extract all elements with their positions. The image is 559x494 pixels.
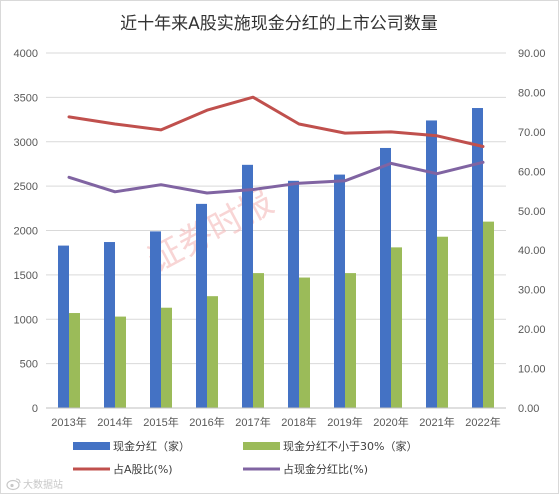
- y-right-tick-label: 40.00: [518, 245, 546, 257]
- y-right-tick-label: 0.00: [518, 403, 539, 415]
- x-tick-label: 2016年: [189, 415, 224, 429]
- y-left-tick-label: 2500: [14, 181, 38, 193]
- weibo-icon: [6, 478, 21, 491]
- corner-mark-text: 大数据站: [23, 478, 63, 491]
- bar-cash-dividend: [150, 231, 161, 408]
- watermark-text: 证券时报: [141, 182, 280, 281]
- bar-cash-dividend: [380, 147, 391, 408]
- y-left-tick-label: 2000: [14, 226, 38, 238]
- legend-item: 现金分红不小于30%（家）: [243, 439, 417, 453]
- legend: 现金分红（家） 现金分红不小于30%（家） 占A股比(%) 占现金分红比(%): [73, 439, 417, 476]
- x-tick-label: 2013年: [51, 415, 86, 429]
- x-tick-label: 2020年: [373, 415, 408, 429]
- bar-dividend-30pct: [69, 313, 80, 408]
- x-tick-label: 2018年: [281, 415, 316, 429]
- y-right-tick-label: 80.00: [518, 87, 546, 99]
- x-tick-label: 2019年: [327, 415, 362, 429]
- y-left-tick-label: 1500: [14, 270, 38, 282]
- bar-cash-dividend: [104, 242, 115, 408]
- bar-cash-dividend: [58, 245, 69, 408]
- bar-dividend-30pct: [391, 247, 402, 408]
- y-left-tick-label: 1000: [14, 314, 38, 326]
- bar-dividend-30pct: [115, 316, 126, 408]
- x-tick-label: 2021年: [419, 415, 454, 429]
- legend-label: 现金分红（家）: [113, 439, 190, 453]
- chart-title: 近十年来A股实施现金分红的上市公司数量: [120, 14, 438, 34]
- bar-dividend-30pct: [437, 236, 448, 408]
- bar-dividend-30pct: [161, 307, 172, 408]
- line-share-of-a-shares: [67, 95, 485, 148]
- y-right-tick-label: 10.00: [518, 364, 546, 376]
- bar-series-group: [58, 108, 494, 409]
- bar-dividend-30pct: [253, 273, 264, 408]
- y-left-tick-label: 3500: [14, 92, 38, 104]
- y-right-tick-label: 50.00: [518, 206, 546, 218]
- bar-dividend-30pct: [299, 277, 310, 408]
- bar-cash-dividend: [242, 164, 253, 408]
- x-tick-label: 2017年: [235, 415, 270, 429]
- legend-swatch: [73, 442, 110, 450]
- bar-cash-dividend: [196, 203, 207, 408]
- legend-label: 占A股比(%): [113, 462, 173, 476]
- line-series-group: [67, 95, 485, 195]
- bar-cash-dividend: [426, 120, 437, 408]
- y-left-tick-label: 0: [32, 403, 38, 415]
- bar-cash-dividend: [288, 180, 299, 408]
- y-right-tick-label: 30.00: [518, 285, 546, 297]
- y-left-tick-label: 500: [20, 359, 38, 371]
- legend-item: 现金分红（家）: [73, 439, 190, 453]
- y-right-tick-label: 70.00: [518, 127, 546, 139]
- bar-dividend-30pct: [345, 273, 356, 408]
- y-right-tick-label: 60.00: [518, 166, 546, 178]
- axes: 0 500 1000 1500 2000 2500 3000 3500 4000 0.00 10.0…: [14, 48, 546, 429]
- legend-label: 占现金分红比(%): [283, 462, 368, 476]
- x-tick-label: 2015年: [143, 415, 178, 429]
- x-tick-label: 2022年: [465, 415, 500, 429]
- y-left-tick-label: 3000: [14, 137, 38, 149]
- legend-item: 占A股比(%): [73, 462, 173, 476]
- y-right-tick-label: 90.00: [518, 48, 546, 60]
- x-tick-label: 2014年: [97, 415, 132, 429]
- bar-cash-dividend: [472, 108, 483, 409]
- legend-swatch: [243, 442, 280, 450]
- line-share-of-cash-dividend: [67, 160, 485, 195]
- corner-watermark: 大数据站: [6, 478, 63, 491]
- bar-dividend-30pct: [207, 296, 218, 408]
- y-right-tick-label: 20.00: [518, 324, 546, 336]
- bar-dividend-30pct: [483, 221, 494, 408]
- y-left-tick-label: 4000: [14, 48, 38, 60]
- legend-item: 占现金分红比(%): [243, 462, 368, 476]
- legend-label: 现金分红不小于30%（家）: [283, 439, 417, 453]
- bar-cash-dividend: [334, 174, 345, 408]
